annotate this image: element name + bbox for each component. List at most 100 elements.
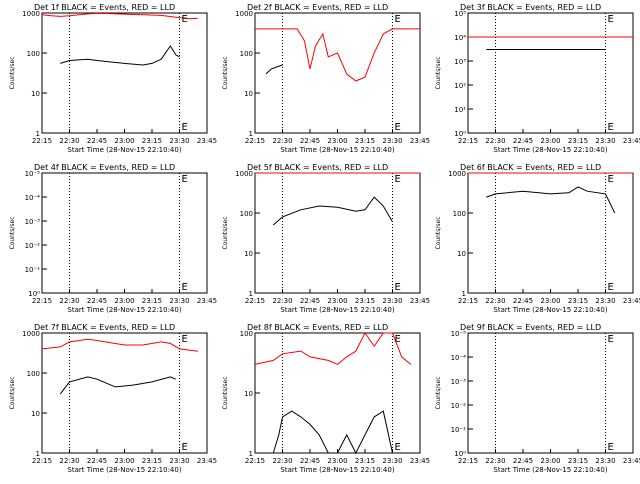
y-tick-label: 100 <box>240 50 253 58</box>
y-tick-label: 1 <box>249 130 253 138</box>
y-tick-label: 1 <box>462 290 466 298</box>
end-marker: E <box>608 174 614 185</box>
chart-title: Det 6f BLACK = Events, RED = LLD <box>460 163 601 172</box>
y-tick-label: 10 <box>244 90 253 98</box>
x-axis-label: Start Time (28-Nov-15 22:10:40) <box>493 306 607 314</box>
x-tick-label: 22:30 <box>485 457 505 465</box>
chart-panel-4: Det 4f BLACK = Events, RED = LLD 10⁰ 10⁻¹ 1… <box>9 163 217 314</box>
y-axis-label: Counts/sec <box>222 376 229 409</box>
x-tick-label: 23:45 <box>623 457 640 465</box>
x-tick-label: 23:45 <box>410 137 430 145</box>
chart-title: Det 7f BLACK = Events, RED = LLD <box>34 323 175 332</box>
end-marker: E <box>395 442 401 453</box>
chart-panel-5: Det 5f BLACK = Events, RED = LLD 1 10 100 10… <box>222 163 430 314</box>
y-tick-label: 10⁻² <box>25 242 41 250</box>
end-marker: E <box>608 334 614 345</box>
y-tick-label: 10⁰ <box>454 130 466 138</box>
y-axis-label: Counts/sec <box>9 376 16 409</box>
x-tick-label: 23:45 <box>623 297 640 305</box>
end-marker: E <box>608 14 614 25</box>
x-tick-label: 23:00 <box>327 297 347 305</box>
x-tick-label: 22:15 <box>245 457 265 465</box>
y-tick-label: 1 <box>36 130 40 138</box>
y-tick-label: 100 <box>240 330 253 338</box>
x-tick-label: 22:45 <box>87 137 107 145</box>
x-tick-label: 22:30 <box>272 457 292 465</box>
chart-title: Det 8f BLACK = Events, RED = LLD <box>247 323 388 332</box>
x-tick-label: 23:00 <box>327 457 347 465</box>
end-marker: E <box>182 174 188 185</box>
y-tick-label: 10⁵ <box>454 10 466 18</box>
y-tick-label: 10² <box>454 82 466 90</box>
x-tick-label: 22:45 <box>513 457 533 465</box>
x-tick-label: 23:00 <box>540 457 560 465</box>
y-tick-label: 10 <box>244 250 253 258</box>
events-series-line <box>272 410 393 455</box>
x-tick-label: 23:45 <box>197 297 217 305</box>
chart-title: Det 5f BLACK = Events, RED = LLD <box>247 163 388 172</box>
plot-frame <box>41 172 208 294</box>
x-tick-label: 23:30 <box>169 297 189 305</box>
x-tick-label: 23:15 <box>568 297 588 305</box>
x-axis-label: Start Time (28-Nov-15 22:10:40) <box>67 146 181 154</box>
events-series-line <box>486 186 616 214</box>
x-tick-label: 23:00 <box>327 137 347 145</box>
x-tick-label: 22:30 <box>272 137 292 145</box>
x-tick-label: 23:15 <box>355 457 375 465</box>
plot-frame <box>467 332 634 454</box>
lld-series-line <box>254 332 412 365</box>
y-axis-label: Counts/sec <box>222 56 229 89</box>
end-marker: E <box>395 174 401 185</box>
y-tick-label: 10⁴ <box>454 34 466 42</box>
end-marker: E <box>608 442 614 453</box>
lld-series-line <box>255 28 420 82</box>
x-tick-label: 23:15 <box>142 137 162 145</box>
y-tick-label: 100 <box>240 210 253 218</box>
x-tick-label: 23:45 <box>197 137 217 145</box>
x-axis-label: Start Time (28-Nov-15 22:10:40) <box>67 466 181 474</box>
x-axis-label: Start Time (28-Nov-15 22:10:40) <box>280 466 394 474</box>
x-tick-label: 22:45 <box>87 297 107 305</box>
chart-title: Det 3f BLACK = Events, RED = LLD <box>460 3 601 12</box>
x-tick-label: 23:30 <box>595 137 615 145</box>
y-tick-label: 10 <box>244 390 253 398</box>
x-tick-label: 23:30 <box>169 457 189 465</box>
chart-title: Det 9f BLACK = Events, RED = LLD <box>460 323 601 332</box>
y-tick-label: 10⁻⁵ <box>451 330 467 338</box>
y-tick-label: 1000 <box>22 330 40 338</box>
x-axis-label: Start Time (28-Nov-15 22:10:40) <box>280 146 394 154</box>
y-tick-label: 100 <box>27 50 40 58</box>
x-tick-label: 22:15 <box>458 297 478 305</box>
x-tick-label: 22:15 <box>458 457 478 465</box>
x-tick-label: 22:30 <box>59 457 79 465</box>
end-marker: E <box>182 442 188 453</box>
x-tick-label: 22:15 <box>32 137 52 145</box>
x-axis-label: Start Time (28-Nov-15 22:10:40) <box>280 306 394 314</box>
x-tick-label: 23:30 <box>595 457 615 465</box>
x-tick-label: 22:15 <box>245 297 265 305</box>
y-tick-label: 1000 <box>235 170 253 178</box>
y-tick-label: 10³ <box>454 58 466 66</box>
end-marker: E <box>395 334 401 345</box>
y-axis-label: Counts/sec <box>222 216 229 249</box>
x-tick-label: 23:15 <box>568 137 588 145</box>
y-tick-label: 100 <box>453 210 466 218</box>
chart-panel-9: Det 9f BLACK = Events, RED = LLD 10⁰ 10⁻¹ 1… <box>435 323 640 474</box>
x-tick-label: 23:15 <box>568 457 588 465</box>
y-tick-label: 1 <box>249 450 253 458</box>
chart-panel-7: Det 7f BLACK = Events, RED = LLD 1 10 100 10… <box>9 323 217 474</box>
x-tick-label: 23:30 <box>169 137 189 145</box>
y-tick-label: 10⁻³ <box>451 378 467 386</box>
x-tick-label: 23:00 <box>114 297 134 305</box>
plot-frame <box>41 12 208 134</box>
chart-panel-2: Det 2f BLACK = Events, RED = LLD 1 10 100 10… <box>222 3 430 154</box>
plot-frame <box>254 332 421 454</box>
x-tick-label: 23:00 <box>114 457 134 465</box>
y-tick-label: 10 <box>31 90 40 98</box>
plot-frame <box>41 332 208 454</box>
x-axis-label: Start Time (28-Nov-15 22:10:40) <box>493 146 607 154</box>
events-series-line <box>265 64 283 75</box>
x-tick-label: 22:45 <box>87 457 107 465</box>
